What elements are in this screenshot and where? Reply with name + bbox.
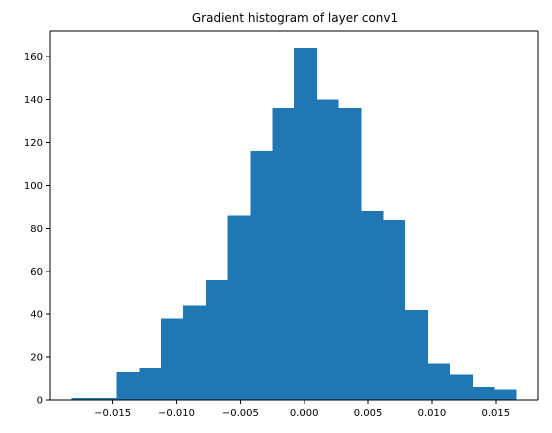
histogram-bar xyxy=(449,374,473,400)
x-tick-label: 0.010 xyxy=(418,408,447,419)
axes: −0.015 −0.010 −0.005 0.000 0.005 0.010 0.015 0 2… xyxy=(24,30,539,419)
y-tick-label: 20 xyxy=(30,353,43,364)
histogram-bar xyxy=(338,108,362,401)
histogram-bar xyxy=(494,389,517,400)
histogram-bar xyxy=(116,372,140,400)
y-tick-label: 120 xyxy=(24,138,43,149)
histogram-bars xyxy=(71,48,517,401)
y-tick-label: 160 xyxy=(24,52,43,63)
histogram-bar xyxy=(139,367,162,400)
histogram-bar xyxy=(250,151,273,400)
x-tick-label: −0.005 xyxy=(222,408,259,419)
x-tick-label: 0.015 xyxy=(482,408,511,419)
histogram-bar xyxy=(161,318,183,400)
histogram-bar xyxy=(272,108,294,401)
y-tick-label: 60 xyxy=(30,267,43,278)
x-tick-label: −0.015 xyxy=(94,408,131,419)
y-tick-label: 80 xyxy=(30,224,43,235)
y-tick-label: 40 xyxy=(30,310,43,321)
histogram-bar xyxy=(294,48,317,401)
histogram-bar xyxy=(383,219,406,400)
histogram-bar xyxy=(182,305,206,400)
y-tick-label: 140 xyxy=(24,95,43,106)
histogram-bar xyxy=(316,99,339,401)
histogram-bar xyxy=(428,363,450,400)
histogram-bar xyxy=(361,211,384,400)
histogram-bar xyxy=(405,309,429,400)
histogram-bar xyxy=(205,279,228,400)
x-tick-label: 0.000 xyxy=(290,408,319,419)
x-tick-label: −0.010 xyxy=(158,408,195,419)
y-tick-label: 100 xyxy=(24,181,43,192)
histogram-bar xyxy=(472,387,495,400)
histogram-bar xyxy=(71,397,95,400)
histogram-bar xyxy=(94,397,117,400)
chart-title: Gradient histogram of layer conv1 xyxy=(192,11,398,25)
x-tick-label: 0.005 xyxy=(354,408,383,419)
y-tick-label: 0 xyxy=(37,396,43,407)
histogram-bar xyxy=(227,215,251,400)
